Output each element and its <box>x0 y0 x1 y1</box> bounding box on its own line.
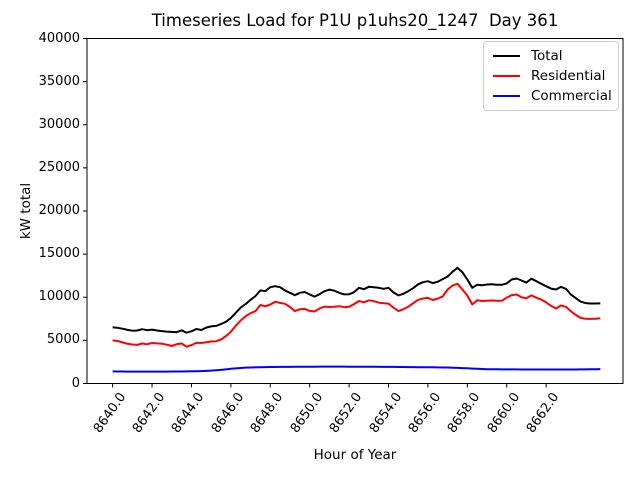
y-tick-label: 25000 <box>38 159 80 175</box>
legend-item-commercial: Commercial <box>493 88 612 104</box>
total-line-swatch <box>493 55 520 57</box>
y-tick-label: 15000 <box>38 246 80 262</box>
commercial-line <box>112 365 601 373</box>
commercial-line-swatch <box>493 95 520 97</box>
legend-item-residential: Residential <box>493 68 609 84</box>
residential-line <box>112 282 601 348</box>
x-axis-label: Hour of Year <box>313 447 397 463</box>
y-tick-label: 5000 <box>46 332 80 348</box>
y-tick-label: 35000 <box>38 73 80 89</box>
y-tick-label: 0 <box>71 375 80 391</box>
legend-item-total: Total <box>493 48 609 64</box>
y-tick-label: 20000 <box>38 203 80 218</box>
legend-label: Residential <box>531 68 606 84</box>
total-line <box>112 266 601 334</box>
y-tick-label: 30000 <box>38 116 80 132</box>
residential-line-swatch <box>493 75 520 77</box>
legend-label: Total <box>531 48 563 64</box>
y-tick-label: 40000 <box>38 30 80 46</box>
legend: Total Residential Commercial <box>483 41 619 111</box>
chart-title: Timeseries Load for P1U p1uhs20_1247 Day… <box>151 11 559 30</box>
legend-label: Commercial <box>531 88 612 104</box>
y-tick-label: 10000 <box>38 289 80 305</box>
